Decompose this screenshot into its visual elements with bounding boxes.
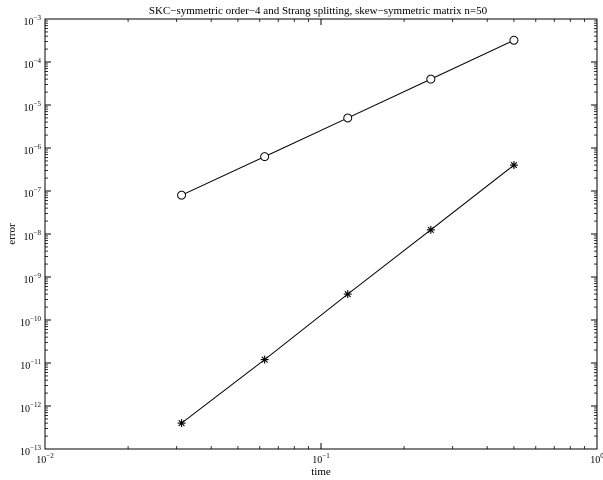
x-axis-label: time (311, 466, 331, 478)
series-1-point (343, 113, 353, 123)
y-tick-label: 10−13 (20, 444, 41, 458)
chart-title: SKC−symmetric order−4 and Strang splitti… (149, 5, 488, 17)
x-tick-label: 100 (590, 452, 603, 466)
series-2-point (343, 290, 352, 299)
y-tick-group: 10−3 10−4 10−5 10−6 10−7 10−8 10−9 10−10 10−11 10… (20, 14, 597, 458)
y-tick-label: 10−10 (20, 315, 41, 329)
y-tick-label: 10−12 (20, 401, 41, 415)
x-tick-group: 10−2 10−1 100 (36, 19, 603, 466)
y-tick-label: 10−4 (24, 57, 42, 71)
series-1-point (426, 74, 436, 84)
x-tick-label: 10−2 (36, 452, 54, 466)
y-tick-label: 10−7 (24, 186, 42, 200)
y-axis-label: error (6, 223, 18, 245)
y-tick-label: 10−9 (24, 272, 42, 286)
series-2-point (426, 225, 435, 234)
series-1-point (177, 190, 187, 200)
y-tick-label: 10−8 (24, 229, 42, 243)
series-1-point (509, 35, 519, 45)
y-tick-label: 10−11 (20, 358, 41, 372)
y-tick-label: 10−6 (24, 143, 42, 157)
series-2-point (260, 355, 269, 364)
x-tick-label: 10−1 (312, 452, 330, 466)
series-1-point (260, 152, 270, 162)
series-2-point (509, 161, 518, 170)
y-tick-label: 10−3 (24, 14, 42, 28)
series-2-point (177, 419, 186, 428)
series-layer (177, 35, 519, 428)
plot-frame (44, 18, 598, 450)
y-tick-label: 10−5 (24, 100, 42, 114)
